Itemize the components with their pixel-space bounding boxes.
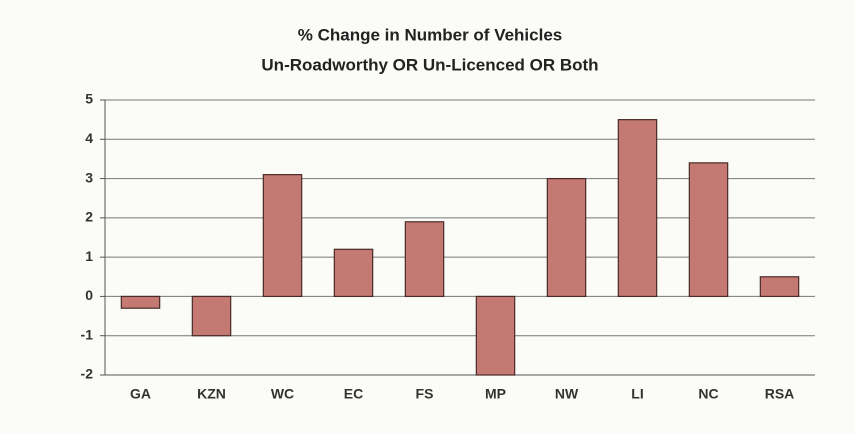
x-tick-label: WC bbox=[271, 386, 294, 402]
bar bbox=[262, 174, 303, 298]
chart-title: % Change in Number of Vehicles bbox=[298, 25, 563, 44]
y-tick-label: 4 bbox=[85, 130, 93, 146]
x-tick-label: NW bbox=[555, 386, 579, 402]
x-tick-label: EC bbox=[344, 386, 363, 402]
y-tick-label: -2 bbox=[81, 366, 94, 382]
x-tick-label: LI bbox=[631, 386, 643, 402]
bar bbox=[759, 276, 800, 298]
y-tick-label: 0 bbox=[85, 287, 93, 303]
y-tick-label: 2 bbox=[85, 209, 93, 225]
bar bbox=[688, 162, 729, 298]
y-tick-label: -1 bbox=[81, 326, 94, 342]
bar bbox=[617, 119, 658, 298]
bar bbox=[333, 248, 374, 298]
x-tick-label: GA bbox=[130, 386, 151, 402]
bar bbox=[191, 295, 232, 337]
x-tick-label: MP bbox=[485, 386, 506, 402]
chart-subtitle: Un-Roadworthy OR Un-Licenced OR Both bbox=[261, 55, 598, 74]
y-tick-label: 5 bbox=[85, 91, 93, 107]
y-tick-label: 1 bbox=[85, 248, 93, 264]
x-tick-label: RSA bbox=[765, 386, 795, 402]
bar bbox=[546, 177, 587, 298]
x-tick-label: NC bbox=[698, 386, 718, 402]
bar bbox=[404, 221, 445, 298]
y-tick-label: 3 bbox=[85, 169, 93, 185]
bar bbox=[120, 295, 161, 309]
x-tick-label: FS bbox=[416, 386, 434, 402]
bar bbox=[475, 295, 516, 376]
x-tick-label: KZN bbox=[197, 386, 226, 402]
